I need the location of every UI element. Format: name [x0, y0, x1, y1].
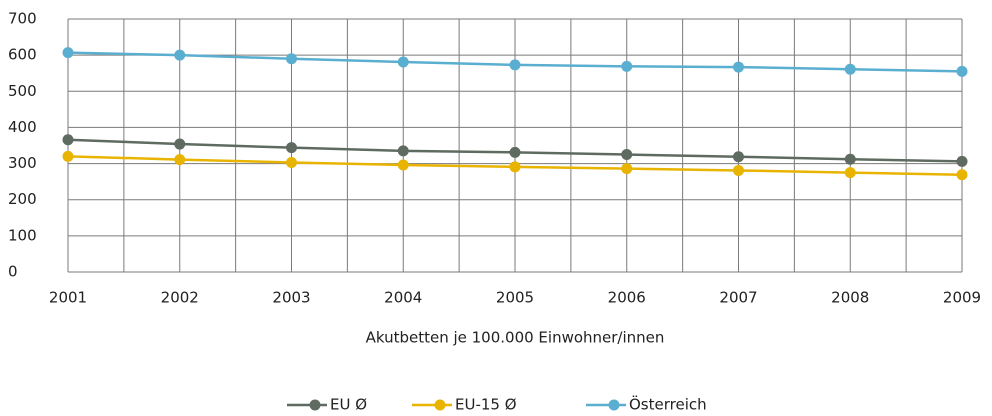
data-point	[509, 146, 521, 158]
legend-label: EU Ø	[330, 396, 367, 414]
legend-marker	[608, 399, 620, 411]
x-tick-label: 2004	[384, 289, 422, 307]
data-point	[397, 56, 409, 68]
data-point	[397, 145, 409, 157]
data-point	[844, 167, 856, 179]
data-point	[286, 142, 297, 154]
data-point	[621, 163, 633, 175]
data-point	[286, 156, 297, 168]
legend-marker	[309, 399, 321, 411]
data-point	[174, 138, 186, 150]
data-point	[733, 151, 744, 163]
y-tick-label: 600	[8, 46, 37, 64]
x-tick-label: 2006	[608, 289, 646, 307]
data-point	[62, 134, 74, 146]
x-tick-label: 2001	[49, 289, 87, 307]
data-point	[956, 155, 968, 167]
data-point	[509, 59, 521, 71]
data-point	[844, 153, 856, 165]
x-tick-label: 2005	[496, 289, 534, 307]
data-point	[62, 150, 74, 162]
legend-label: EU-15 Ø	[455, 396, 517, 414]
y-tick-label: 200	[8, 190, 37, 208]
data-point	[956, 169, 968, 181]
legend-label: Österreich	[629, 395, 707, 414]
data-point	[62, 47, 74, 59]
data-point	[956, 65, 968, 77]
data-point	[509, 161, 521, 173]
x-tick-label: 2002	[161, 289, 199, 307]
x-tick-label: 2009	[943, 289, 981, 307]
y-tick-label: 0	[8, 263, 18, 281]
data-point	[397, 159, 409, 171]
data-point	[844, 63, 856, 75]
data-point	[286, 53, 297, 65]
y-tick-label: 700	[8, 10, 37, 28]
x-tick-label: 2007	[719, 289, 757, 307]
y-tick-label: 500	[8, 82, 37, 100]
data-point	[174, 154, 186, 166]
data-point	[733, 164, 744, 176]
y-tick-label: 400	[8, 118, 37, 136]
x-tick-label: 2008	[831, 289, 869, 307]
data-point	[621, 60, 633, 72]
legend-marker	[434, 399, 446, 411]
data-point	[174, 49, 186, 61]
data-point	[621, 149, 633, 161]
x-tick-label: 2003	[272, 289, 310, 307]
y-tick-label: 300	[8, 154, 37, 172]
data-point	[733, 61, 744, 73]
x-axis-title: Akutbetten je 100.000 Einwohner/innen	[366, 329, 665, 347]
y-tick-label: 100	[8, 226, 37, 244]
